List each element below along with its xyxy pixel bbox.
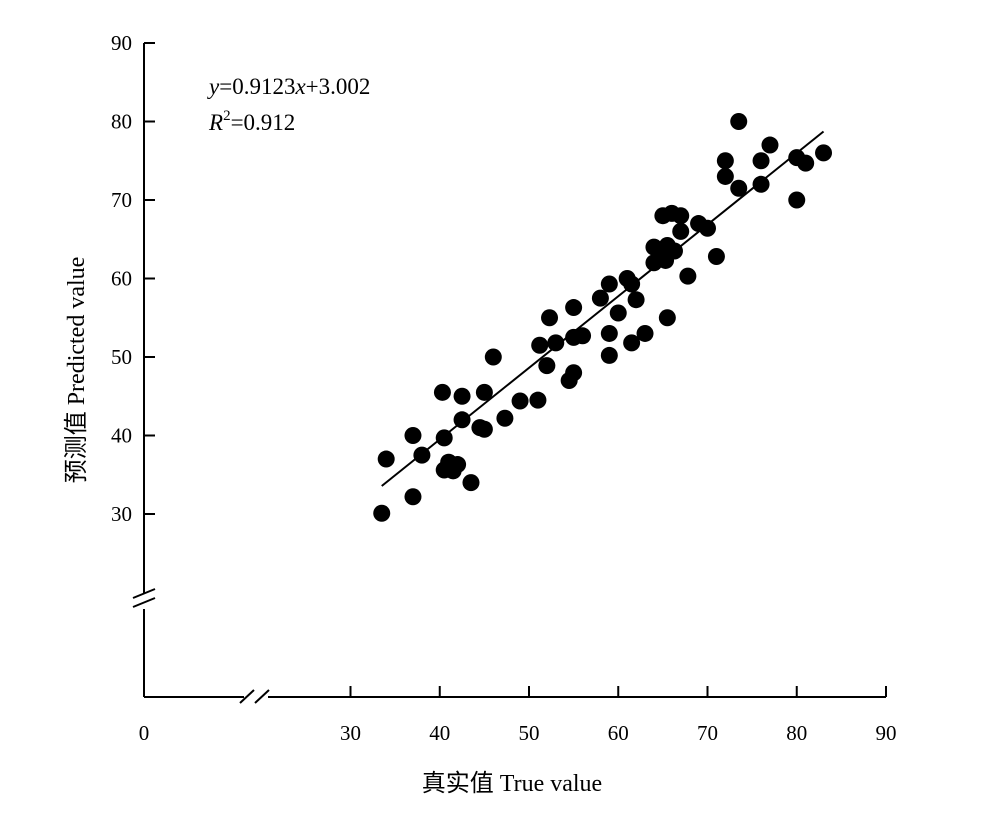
data-point [797,154,815,172]
data-point [574,327,592,345]
data-point [453,387,471,405]
fit-line-group [381,130,825,487]
data-point [435,429,453,447]
y-tick-label: 30 [111,502,132,526]
x-tick-label: 30 [340,721,361,745]
data-point [699,219,716,237]
x-tick-label: 50 [519,721,540,745]
data-point [404,427,422,444]
x-tick-label: 90 [876,721,897,745]
data-point [484,348,502,366]
data-point [623,334,641,352]
axis-ticks: 30 40 50 60 70 80 90 30 40 50 60 70 80 90 [111,31,897,745]
r-superscript: 2 [223,108,231,124]
x-tick-label: 40 [429,721,450,745]
data-point [600,324,618,342]
data-point [672,222,690,240]
data-point [761,136,779,154]
data-point [453,411,471,429]
data-point [600,275,618,293]
data-point [609,304,627,322]
data-point [716,152,734,170]
x-axis-break-mark [239,689,255,704]
data-point [623,275,641,293]
r-squared: R2=0.912 [208,108,295,135]
equation-intercept: +3.002 [306,74,371,99]
r-symbol: R [208,110,223,135]
data-point [627,291,645,309]
y-axis-title: 预测值 Predicted value [63,257,90,484]
data-point [591,289,609,307]
data-point [716,167,734,185]
data-point [679,267,697,285]
y-tick-label: 50 [111,345,132,369]
data-point [475,420,493,438]
data-point [752,152,770,170]
y-axis-break-mark [132,588,156,599]
equation-coefficient: =0.9123 [219,74,295,99]
y-tick-label: 70 [111,188,132,212]
x-origin-label: 0 [139,721,150,745]
x-tick-label: 80 [786,721,807,745]
x-axis-break-mark [254,689,270,704]
data-point [373,504,391,522]
data-point [565,364,583,382]
data-point [815,144,833,162]
data-point [404,488,422,506]
y-tick-label: 40 [111,424,132,448]
data-point [531,336,549,354]
data-point [707,248,725,266]
y-tick-label: 90 [111,31,132,55]
data-points [373,113,833,522]
data-point [541,309,559,327]
y-tick-label: 80 [111,110,132,134]
data-point [636,324,654,342]
data-point [565,299,583,317]
data-point [547,334,565,352]
data-point [462,474,480,492]
data-point [752,175,770,193]
regression-line [381,130,825,487]
data-point [433,383,451,401]
data-point [511,392,529,410]
axes [132,43,886,704]
data-point [538,357,556,375]
data-point [788,191,806,209]
data-point [665,242,683,260]
y-tick-label: 60 [111,267,132,291]
equation-x-symbol: x [294,74,306,99]
data-point [496,409,514,427]
regression-equation: y=0.9123x+3.002 [207,74,370,99]
data-point [600,346,618,364]
x-tick-label: 70 [697,721,718,745]
x-tick-label: 60 [608,721,629,745]
data-point [413,446,431,464]
data-point [730,179,748,197]
data-point [658,309,676,327]
data-point [475,383,493,401]
r-squared-value: =0.912 [231,110,296,135]
data-point [730,113,748,130]
y-axis-break-mark [132,597,156,608]
equation-y-symbol: y [207,74,220,99]
x-axis-title: 真实值 True value [422,770,602,797]
data-point [672,207,690,225]
data-point [529,391,547,409]
data-point [377,450,395,468]
data-point [449,456,467,474]
